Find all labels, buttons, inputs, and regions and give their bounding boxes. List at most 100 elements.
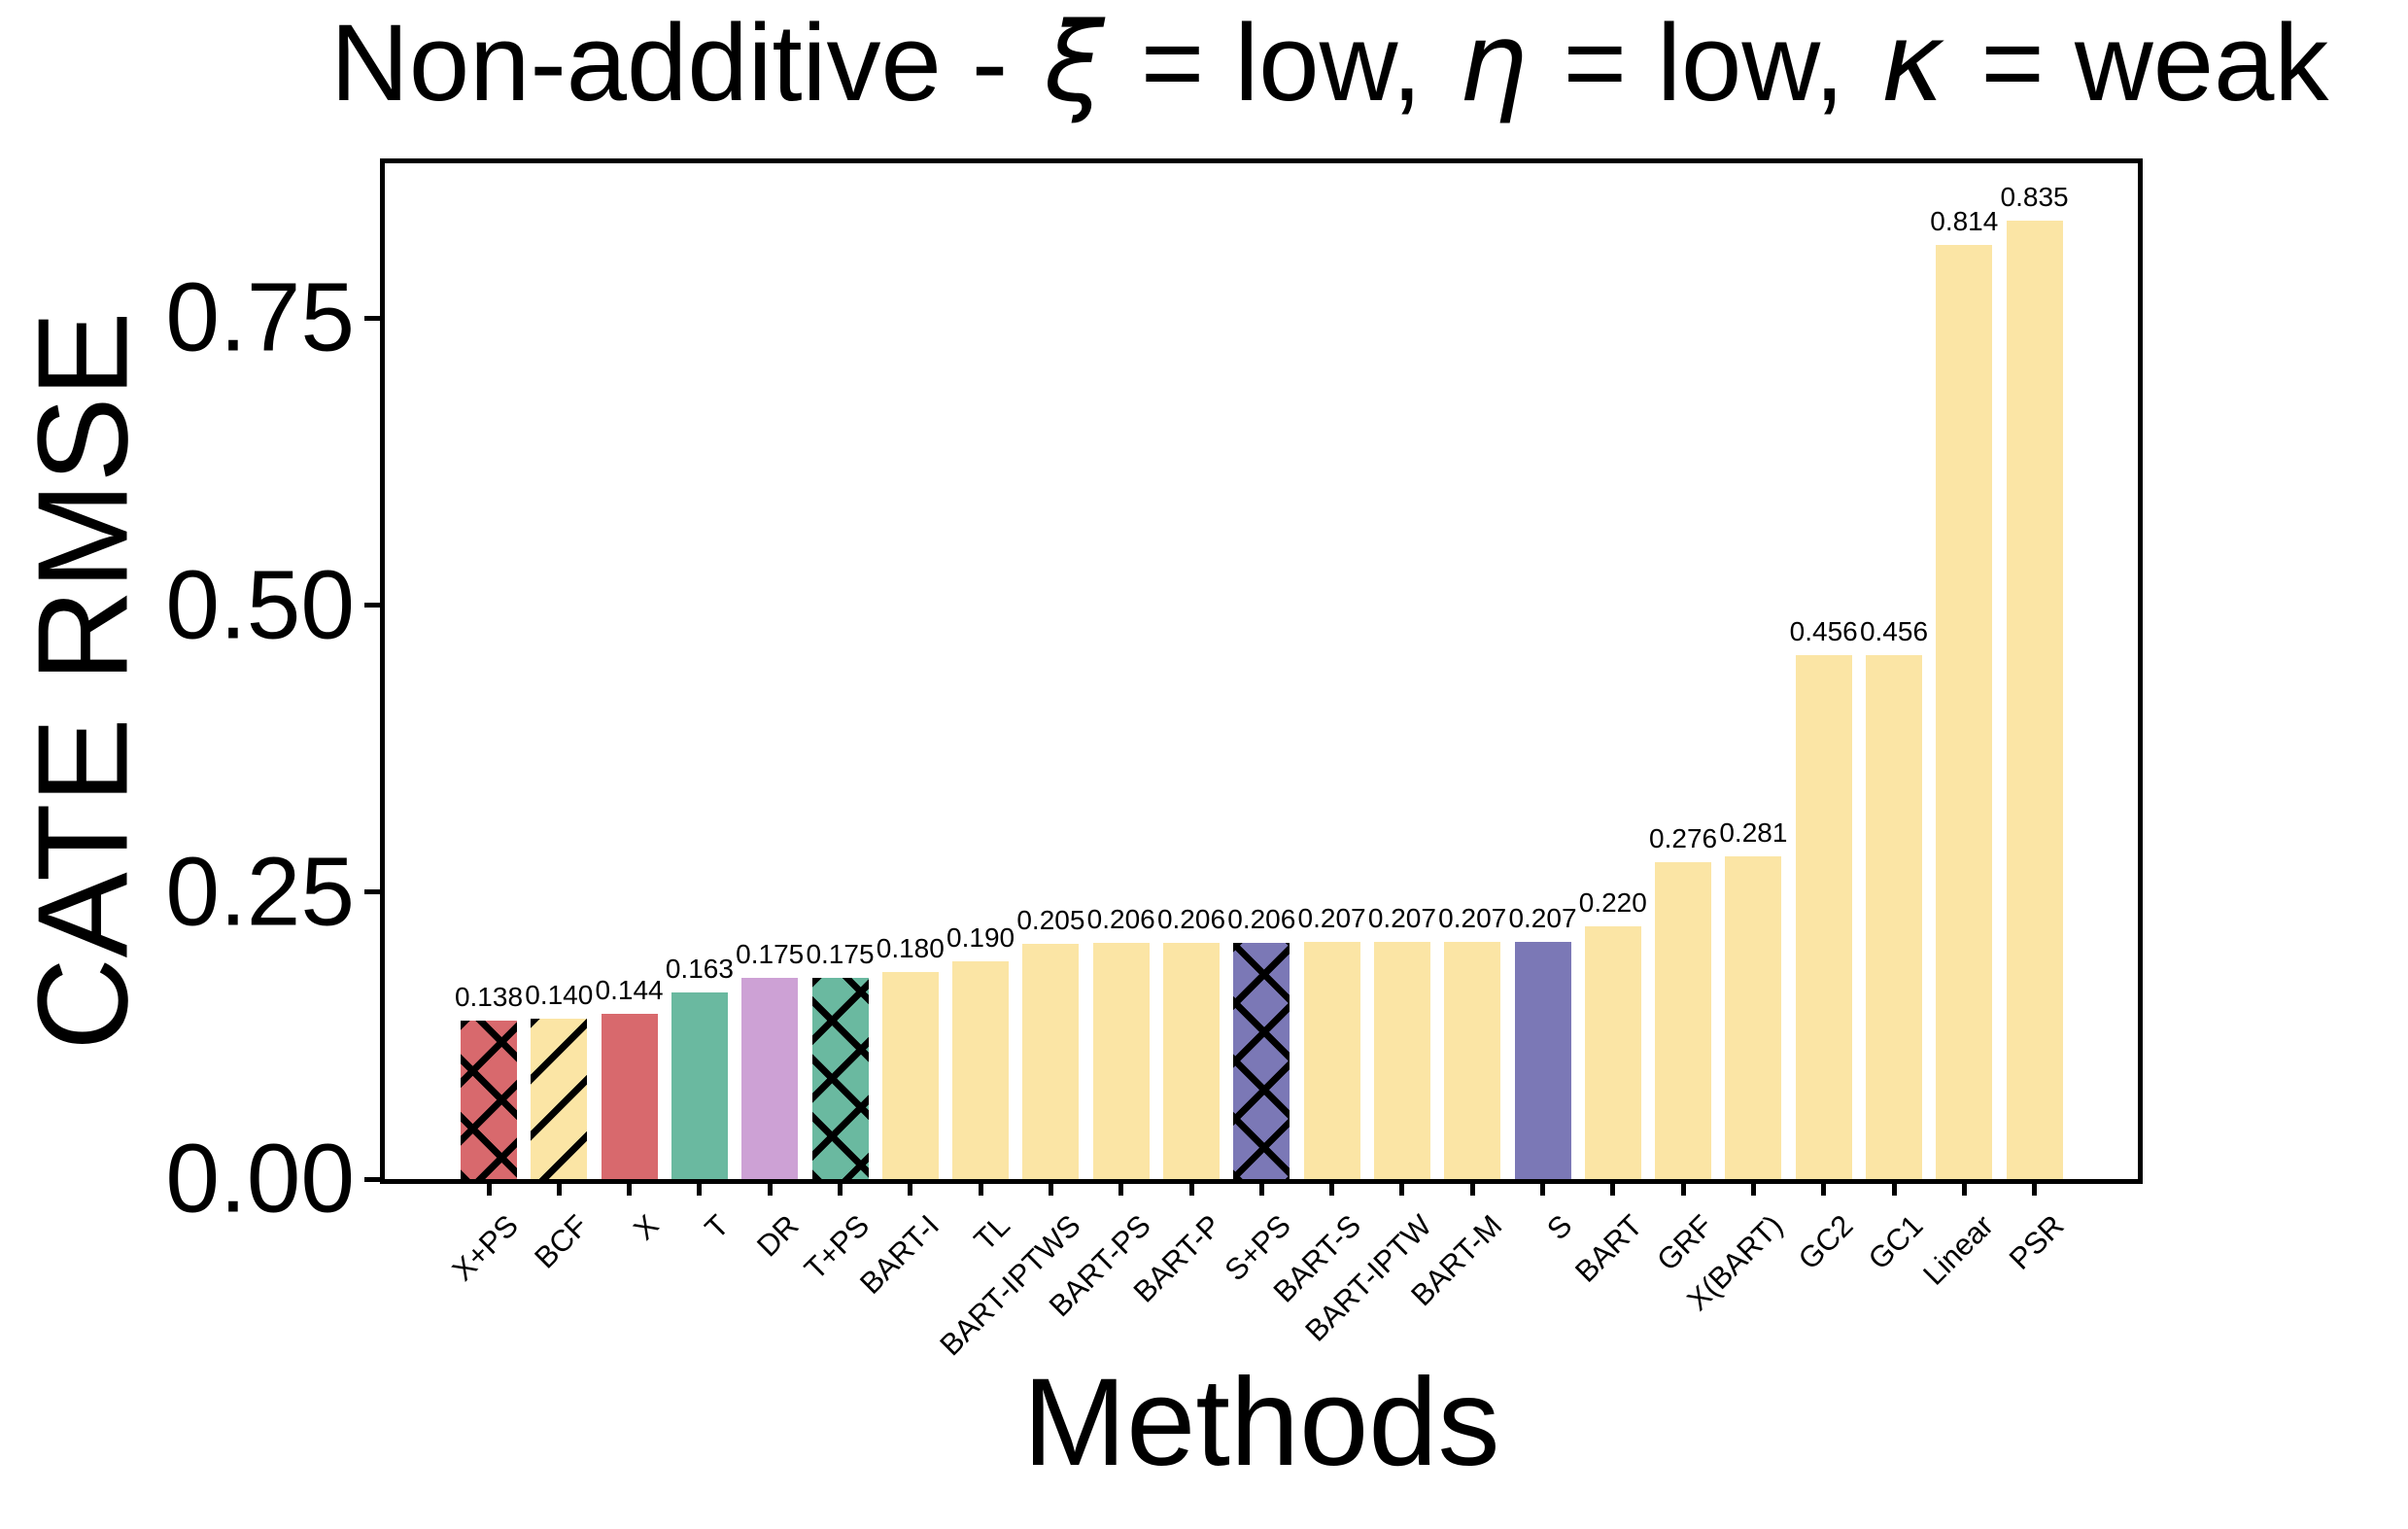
x-tick-mark bbox=[1961, 1184, 1967, 1196]
bar-T bbox=[671, 991, 728, 1179]
x-tick-label: S bbox=[1539, 1208, 1579, 1247]
x-tick-mark bbox=[1258, 1184, 1264, 1196]
x-tick-label: BCF bbox=[528, 1208, 596, 1275]
x-tick-mark bbox=[978, 1184, 983, 1196]
y-tick-mark bbox=[364, 889, 380, 895]
title-text-segment: = low, bbox=[1110, 2, 1453, 123]
y-tick-mark bbox=[364, 1176, 380, 1182]
title-text-segment: Non-additive - bbox=[330, 2, 1039, 123]
bar-value-label: 0.140 bbox=[525, 979, 594, 1010]
bar-Linear bbox=[1936, 244, 1993, 1179]
title-text-segment: = low, bbox=[1532, 2, 1875, 123]
x-tick-label: Linear bbox=[1916, 1208, 2001, 1292]
x-tick-mark bbox=[1750, 1184, 1756, 1196]
y-tick-mark bbox=[364, 315, 380, 321]
plot-area: 0.00 0.25 0.50 0.75 0.138 X+PS 0.140 BCF 0.144 X 0… bbox=[165, 158, 2143, 1362]
bar-value-label: 0.207 bbox=[1297, 902, 1366, 933]
bar-BART-IPTW bbox=[1373, 941, 1430, 1179]
bar-value-label: 0.456 bbox=[1789, 616, 1858, 647]
y-tick-label: 0.75 bbox=[165, 262, 355, 372]
bar-X(BART) bbox=[1725, 856, 1782, 1179]
x-tick-mark bbox=[1821, 1184, 1827, 1196]
x-tick-mark bbox=[627, 1184, 633, 1196]
bar-value-label: 0.175 bbox=[806, 939, 875, 970]
x-tick-mark bbox=[1891, 1184, 1897, 1196]
bar-value-label: 0.207 bbox=[1438, 902, 1507, 933]
x-axis-label: Methods bbox=[1022, 1353, 1500, 1492]
bar-value-label: 0.206 bbox=[1086, 903, 1155, 934]
x-tick-mark bbox=[1329, 1184, 1335, 1196]
bar-BART-M bbox=[1444, 941, 1501, 1179]
bar-value-label: 0.190 bbox=[946, 921, 1015, 953]
x-tick-label: DR bbox=[750, 1208, 806, 1264]
bar-BART-S bbox=[1303, 941, 1360, 1179]
title-greek-symbol: η bbox=[1458, 0, 1528, 126]
x-tick-label: BART bbox=[1567, 1208, 1649, 1289]
x-tick-mark bbox=[2032, 1184, 2038, 1196]
bar-value-label: 0.281 bbox=[1719, 817, 1788, 849]
x-tick-label: TL bbox=[967, 1208, 1016, 1258]
x-tick-mark bbox=[1469, 1184, 1475, 1196]
bar-BART bbox=[1584, 926, 1641, 1179]
bar-DR bbox=[741, 978, 799, 1179]
bar-value-label: 0.206 bbox=[1156, 903, 1226, 934]
bar-S bbox=[1514, 941, 1571, 1179]
x-tick-mark bbox=[486, 1184, 492, 1196]
bar-X+PS bbox=[461, 1021, 517, 1179]
x-tick-mark bbox=[1118, 1184, 1124, 1196]
x-tick-mark bbox=[556, 1184, 562, 1196]
bar-value-label: 0.144 bbox=[595, 974, 664, 1005]
bar-GC2 bbox=[1795, 655, 1852, 1179]
x-tick-mark bbox=[838, 1184, 843, 1196]
y-tick-label: 0.25 bbox=[165, 837, 355, 947]
bar-value-label: 0.456 bbox=[1859, 616, 1929, 647]
x-tick-label: T bbox=[698, 1208, 736, 1246]
x-tick-mark bbox=[1540, 1184, 1545, 1196]
y-tick-mark bbox=[364, 603, 380, 608]
bar-value-label: 0.175 bbox=[736, 939, 805, 970]
x-tick-label: PSR bbox=[2002, 1208, 2071, 1276]
bar-S+PS bbox=[1233, 942, 1290, 1179]
title-greek-symbol: κ bbox=[1880, 0, 1945, 126]
bar-value-label: 0.205 bbox=[1016, 904, 1085, 935]
x-tick-mark bbox=[1610, 1184, 1616, 1196]
title-greek-symbol: ξ bbox=[1044, 0, 1105, 126]
x-tick-mark bbox=[767, 1184, 773, 1196]
bar-X bbox=[601, 1013, 658, 1179]
x-tick-mark bbox=[908, 1184, 913, 1196]
bar-value-label: 0.207 bbox=[1508, 902, 1577, 933]
x-tick-mark bbox=[1399, 1184, 1405, 1196]
bar-value-label: 0.814 bbox=[1930, 205, 1999, 236]
bar-value-label: 0.207 bbox=[1367, 902, 1436, 933]
bar-PSR bbox=[2006, 220, 2063, 1179]
bar-value-label: 0.206 bbox=[1227, 903, 1296, 934]
x-tick-label: BART-I bbox=[853, 1208, 946, 1301]
bar-BART-I bbox=[881, 972, 939, 1179]
bar-value-label: 0.138 bbox=[454, 982, 524, 1013]
bar-value-label: 0.835 bbox=[2000, 181, 2069, 212]
x-tick-mark bbox=[1048, 1184, 1053, 1196]
bar-BART-IPTWS bbox=[1022, 943, 1080, 1179]
bar-T+PS bbox=[811, 978, 869, 1179]
bar-TL bbox=[952, 960, 1010, 1179]
bar-BART-P bbox=[1163, 942, 1220, 1179]
x-tick-mark bbox=[697, 1184, 703, 1196]
bar-BART-PS bbox=[1092, 942, 1150, 1179]
bar-GRF bbox=[1655, 862, 1712, 1179]
x-tick-mark bbox=[1680, 1184, 1686, 1196]
x-tick-label: GC2 bbox=[1791, 1208, 1860, 1276]
y-axis-label: CATE RMSE bbox=[11, 311, 155, 1051]
bar-value-label: 0.220 bbox=[1578, 887, 1647, 919]
y-tick-label: 0.00 bbox=[165, 1124, 355, 1234]
x-tick-label: X+PS bbox=[445, 1208, 525, 1288]
bar-value-label: 0.163 bbox=[665, 953, 734, 984]
x-tick-label: X bbox=[626, 1208, 666, 1247]
bar-GC1 bbox=[1866, 655, 1922, 1179]
bar-BCF bbox=[531, 1018, 588, 1179]
x-tick-mark bbox=[1188, 1184, 1194, 1196]
chart-title: Non-additive - ξ = low, η = low, κ = wea… bbox=[330, 6, 2328, 122]
y-tick-label: 0.50 bbox=[165, 550, 355, 659]
bar-value-label: 0.276 bbox=[1649, 823, 1718, 854]
bar-value-label: 0.180 bbox=[876, 933, 945, 964]
